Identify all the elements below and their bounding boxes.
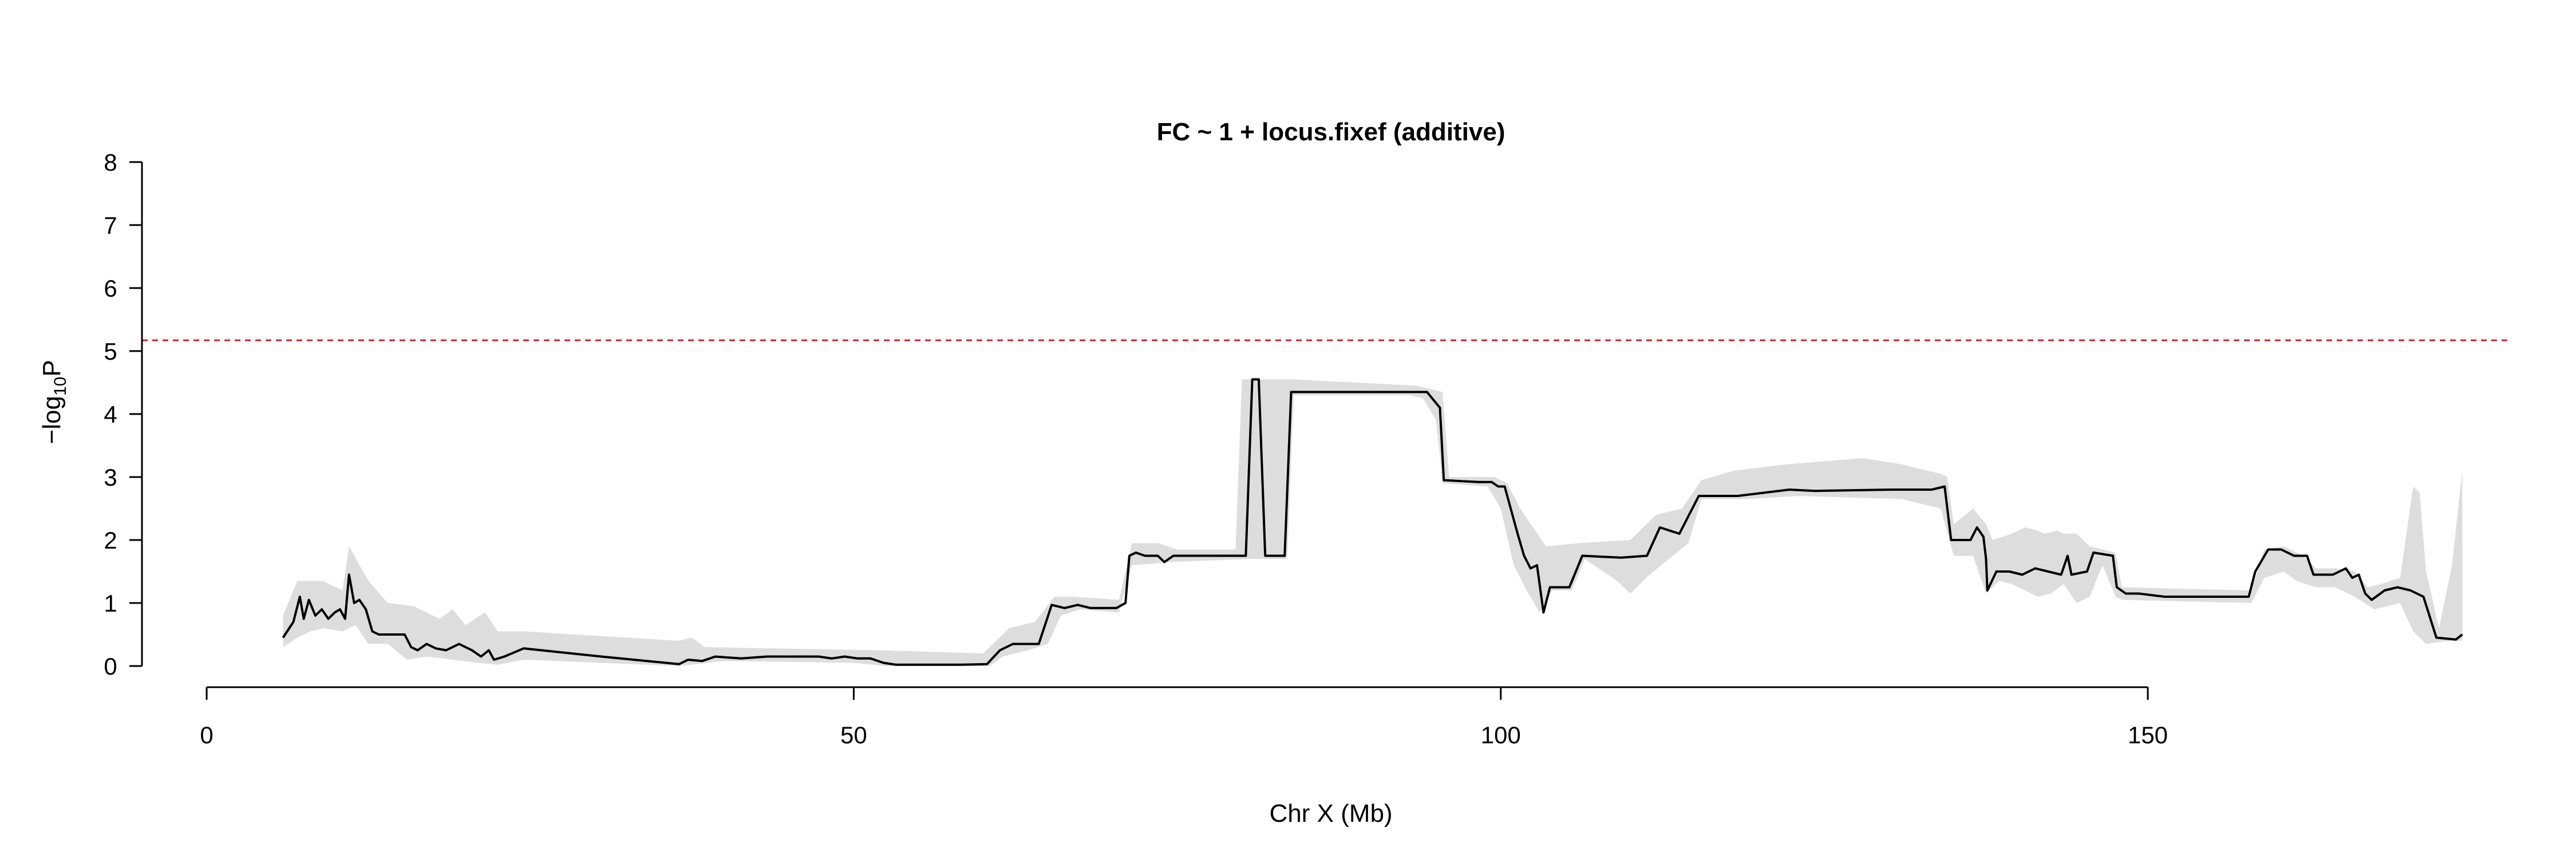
x-tick-label: 150 xyxy=(2128,722,2168,748)
y-tick-label: 0 xyxy=(104,653,117,680)
y-axis-title-tail: P xyxy=(38,360,66,376)
y-tick-label: 7 xyxy=(104,212,117,239)
chart-title: FC ~ 1 + locus.fixef (additive) xyxy=(1157,118,1506,146)
x-axis-title: Chr X (Mb) xyxy=(1269,799,1392,828)
y-axis: 0 1 2 3 4 5 6 7 8 xyxy=(104,149,143,680)
y-axis-title: −log10P xyxy=(38,360,70,444)
x-tick-label: 50 xyxy=(840,722,867,748)
y-tick-label: 3 xyxy=(104,464,117,491)
y-tick-label: 1 xyxy=(104,590,117,617)
lod-series-line-0 xyxy=(282,378,2463,666)
x-axis: 0 50 100 150 xyxy=(200,686,2168,748)
y-axis-title-subscript: 10 xyxy=(51,377,70,396)
y-axis-title-main: −log xyxy=(38,396,66,444)
y-tick-label: 4 xyxy=(104,401,117,428)
confidence-band xyxy=(283,379,2463,666)
y-tick-label: 8 xyxy=(104,149,117,176)
y-tick-label: 6 xyxy=(104,275,117,302)
x-tick-label: 0 xyxy=(200,722,213,748)
y-tick-label: 5 xyxy=(104,338,117,365)
y-tick-label: 2 xyxy=(104,527,117,554)
x-tick-label: 100 xyxy=(1481,722,1521,748)
plot-area xyxy=(142,339,2510,666)
